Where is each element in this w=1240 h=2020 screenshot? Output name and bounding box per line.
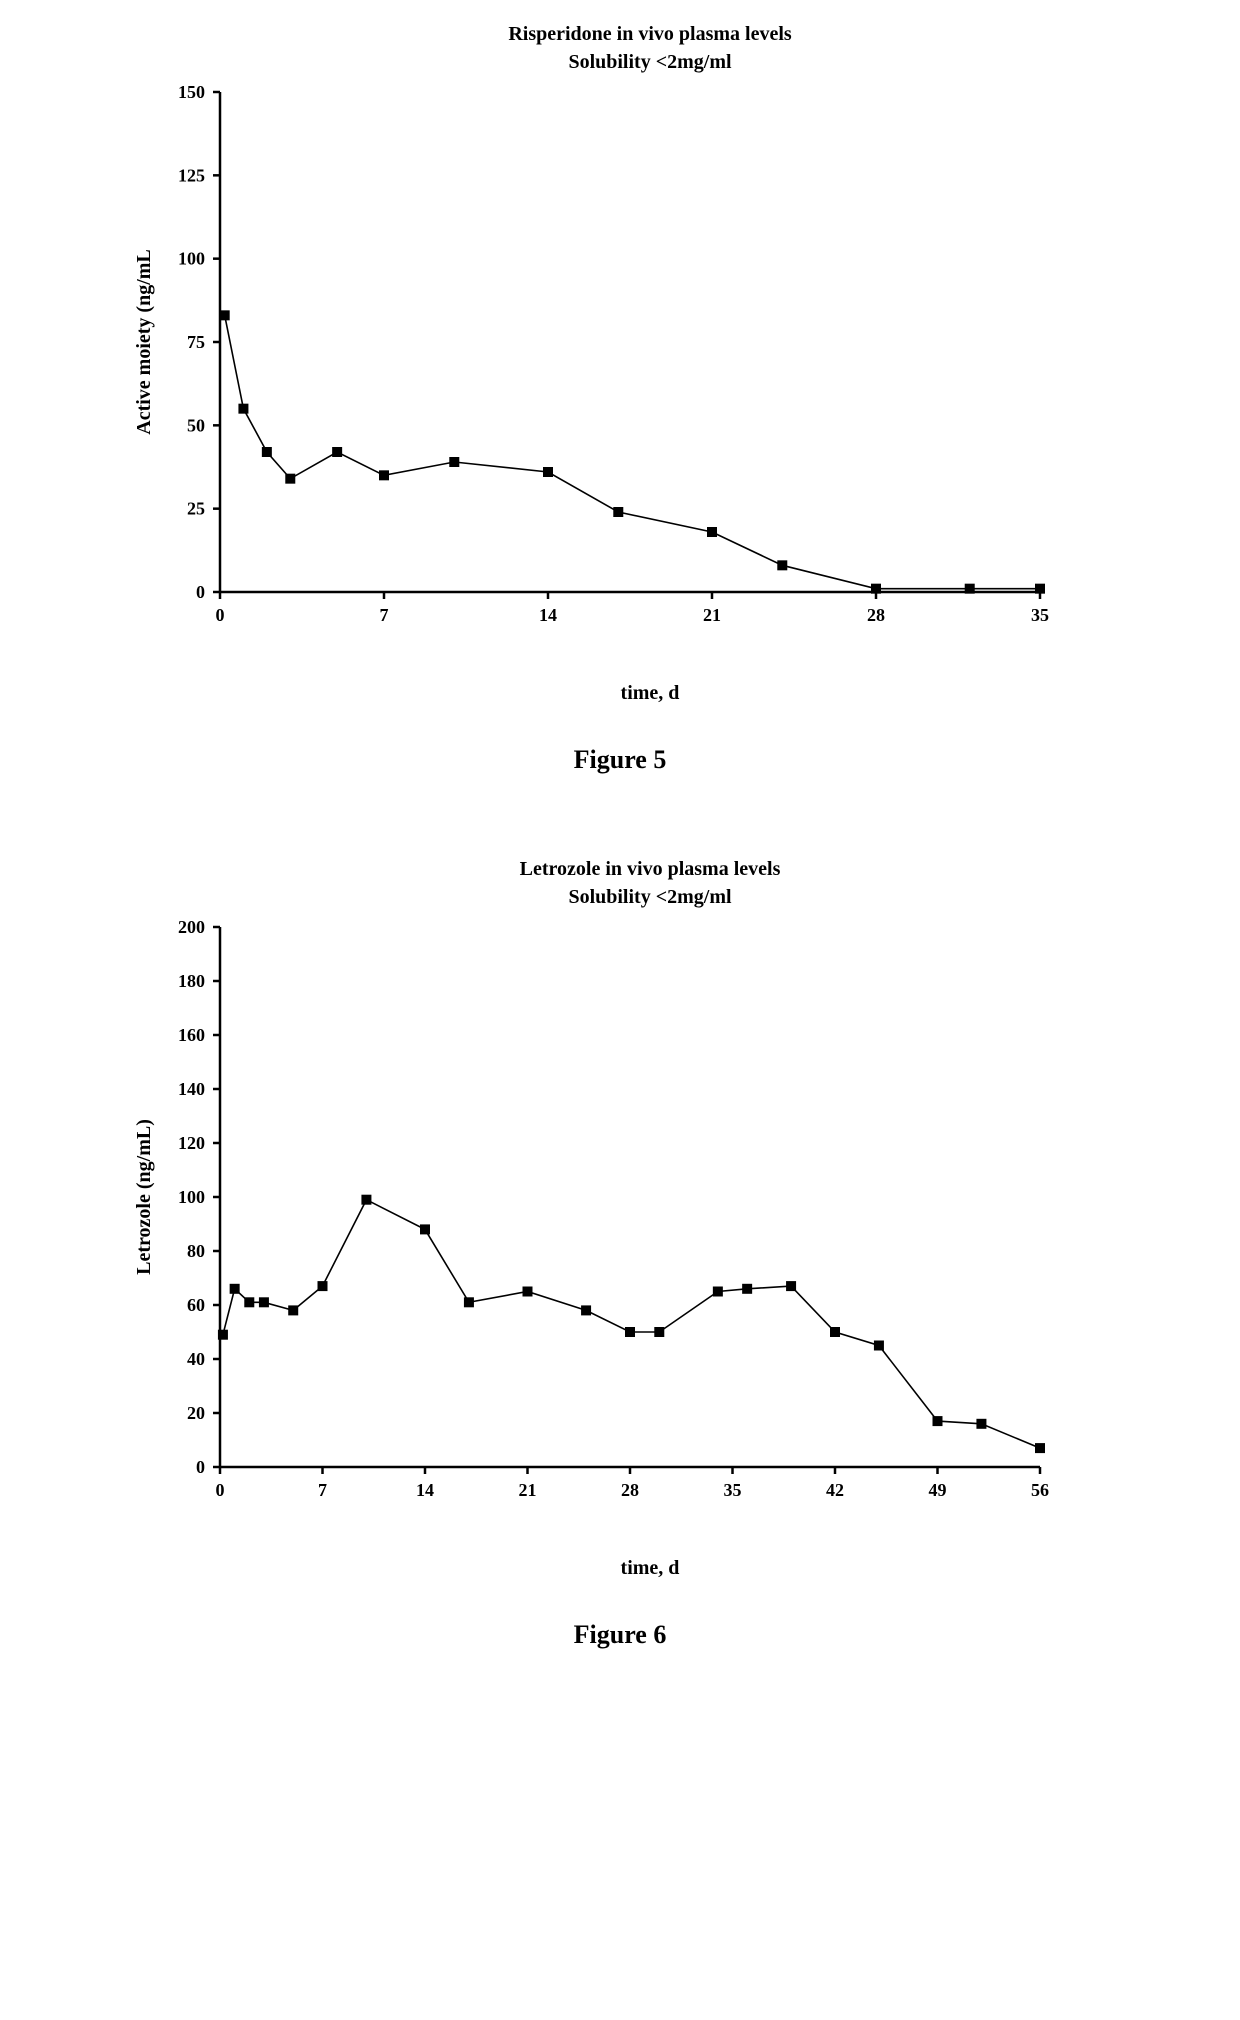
svg-text:0: 0 (216, 1480, 225, 1500)
svg-text:100: 100 (178, 249, 205, 269)
svg-text:56: 56 (1031, 1480, 1049, 1500)
svg-text:7: 7 (318, 1480, 327, 1500)
svg-text:100: 100 (178, 1187, 205, 1207)
svg-text:200: 200 (178, 917, 205, 937)
svg-text:160: 160 (178, 1025, 205, 1045)
chart-6-svg: 0 20 40 60 80 100 120 140 160 180 200 0 7 14 21 28 35 42 4… (120, 917, 1060, 1517)
svg-text:25: 25 (187, 499, 205, 519)
figure-6: Letrozole in vivo plasma levels Solubili… (120, 855, 1120, 1650)
svg-text:35: 35 (1031, 605, 1049, 625)
chart-5-title-line2: Solubility <2mg/ml (568, 51, 731, 73)
chart-6-plot-area: 0 20 40 60 80 100 120 140 160 180 200 0 7 14 21 28 35 42 4… (120, 917, 1120, 1517)
svg-text:28: 28 (621, 1480, 639, 1500)
chart-5-title-line1: Risperidone in vivo plasma levels (508, 23, 791, 45)
svg-text:21: 21 (703, 605, 721, 625)
page: Risperidone in vivo plasma levels Solubi… (0, 0, 1240, 1650)
svg-text:Letrozole (ng/mL): Letrozole (ng/mL) (133, 1119, 155, 1275)
figure-5: Risperidone in vivo plasma levels Solubi… (120, 20, 1120, 775)
svg-text:7: 7 (380, 605, 389, 625)
svg-text:75: 75 (187, 332, 205, 352)
svg-text:140: 140 (178, 1079, 205, 1099)
svg-text:Active moiety (ng/mL: Active moiety (ng/mL (133, 249, 155, 435)
svg-text:60: 60 (187, 1295, 205, 1315)
figure-5-caption: Figure 5 (120, 745, 1120, 775)
chart-6-title-line1: Letrozole in vivo plasma levels (520, 858, 781, 880)
chart-6-title-line2: Solubility <2mg/ml (568, 886, 731, 908)
chart-5-xlabel: time, d (120, 682, 1120, 705)
svg-text:0: 0 (196, 1457, 205, 1477)
svg-text:49: 49 (929, 1480, 947, 1500)
svg-text:28: 28 (867, 605, 885, 625)
svg-text:50: 50 (187, 415, 205, 435)
svg-text:35: 35 (724, 1480, 742, 1500)
svg-text:0: 0 (216, 605, 225, 625)
figure-6-caption: Figure 6 (120, 1620, 1120, 1650)
svg-text:80: 80 (187, 1241, 205, 1261)
svg-text:42: 42 (826, 1480, 844, 1500)
svg-text:20: 20 (187, 1403, 205, 1423)
chart-5-plot-area: 0 25 50 75 100 125 150 0 7 14 21 28 35 Active moiety … (120, 82, 1120, 642)
svg-text:120: 120 (178, 1133, 205, 1153)
chart-5-svg: 0 25 50 75 100 125 150 0 7 14 21 28 35 Active moiety … (120, 82, 1060, 642)
svg-text:14: 14 (539, 605, 557, 625)
svg-text:0: 0 (196, 582, 205, 602)
svg-text:125: 125 (178, 165, 205, 185)
svg-text:14: 14 (416, 1480, 434, 1500)
chart-6-title: Letrozole in vivo plasma levels Solubili… (120, 855, 1120, 911)
chart-6-xlabel: time, d (120, 1557, 1120, 1580)
svg-text:40: 40 (187, 1349, 205, 1369)
svg-text:21: 21 (519, 1480, 537, 1500)
svg-text:150: 150 (178, 82, 205, 102)
chart-5-title: Risperidone in vivo plasma levels Solubi… (120, 20, 1120, 76)
svg-text:180: 180 (178, 971, 205, 991)
